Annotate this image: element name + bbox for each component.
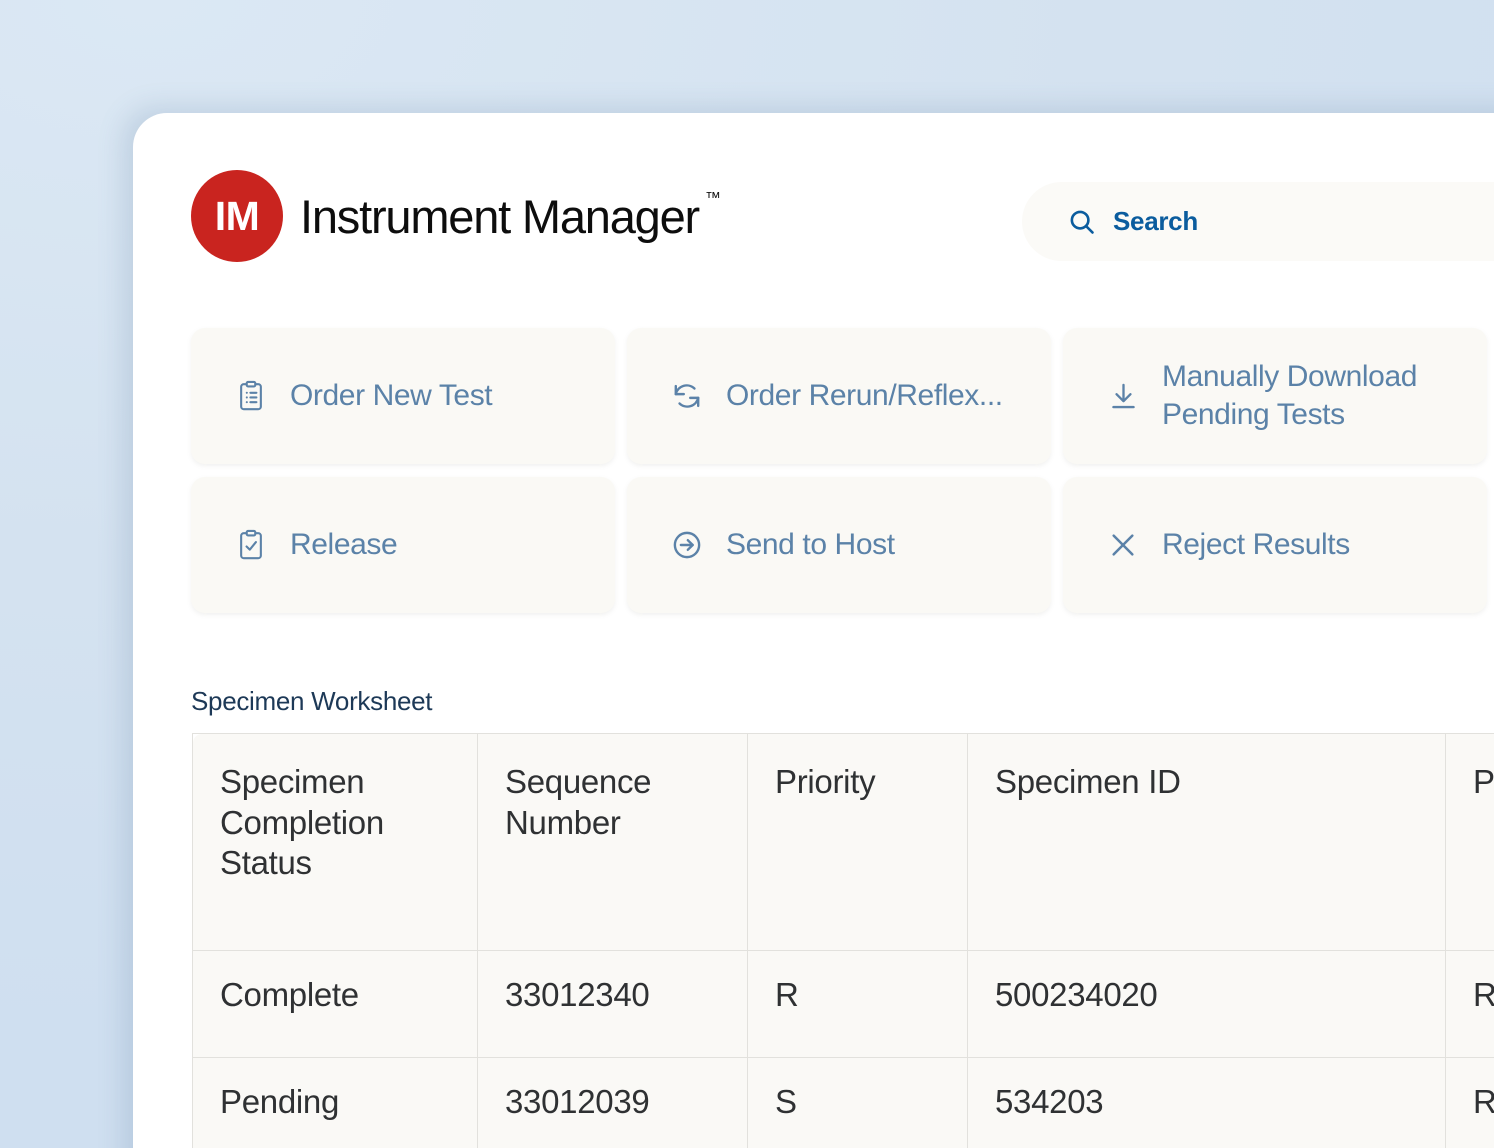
search-label: Search (1113, 206, 1198, 236)
action-card-order-new-test[interactable]: Order New Test (191, 328, 615, 464)
app-title-text: Instrument Manager (300, 189, 700, 243)
cell-clipped: R (1445, 950, 1494, 1058)
action-card-grid: Order New Test Order Rerun/Reflex... (191, 328, 1494, 613)
action-card-order-rerun-reflex[interactable]: Order Rerun/Reflex... (627, 328, 1051, 464)
cell-priority: S (747, 1057, 968, 1148)
app-panel: IM Instrument Manager ™ Search (133, 113, 1494, 1148)
search-icon (1067, 207, 1097, 237)
table-row[interactable]: Complete 33012340 R 500234020 R (192, 950, 1494, 1058)
specimen-worksheet-table-wrapper: Specimen Completion Status Sequence Numb… (192, 733, 1494, 1148)
brand-logo-icon: IM (191, 170, 283, 262)
clipboard-check-icon (234, 528, 268, 562)
worksheet-title: Specimen Worksheet (191, 686, 433, 716)
cell-clipped: R (1445, 1057, 1494, 1148)
brand-logo-initials: IM (214, 192, 260, 239)
column-header-sequence-number[interactable]: Sequence Number (477, 733, 748, 951)
column-header-clipped[interactable]: P (1445, 733, 1494, 951)
app-header: IM Instrument Manager ™ Search (133, 113, 1494, 313)
app-title: Instrument Manager ™ (300, 189, 721, 243)
action-card-label: Release (290, 528, 398, 562)
column-header-priority[interactable]: Priority (747, 733, 968, 951)
action-card-label: Order New Test (290, 379, 493, 413)
cell-specimen-id: 534203 (967, 1057, 1446, 1148)
arrow-right-circle-icon (670, 528, 704, 562)
specimen-worksheet-table: Specimen Completion Status Sequence Numb… (192, 733, 1494, 1148)
action-card-send-to-host[interactable]: Send to Host (627, 477, 1051, 613)
table-header-row: Specimen Completion Status Sequence Numb… (192, 733, 1494, 951)
action-card-label: Reject Results (1162, 528, 1350, 562)
table-row[interactable]: Pending 33012039 S 534203 R (192, 1057, 1494, 1148)
cell-specimen-id: 500234020 (967, 950, 1446, 1058)
cell-sequence-number: 33012039 (477, 1057, 748, 1148)
cell-sequence-number: 33012340 (477, 950, 748, 1058)
clipboard-list-icon (234, 379, 268, 413)
cell-specimen-completion-status: Complete (192, 950, 478, 1058)
action-card-manually-download-pending-tests[interactable]: Manually Download Pending Tests (1063, 328, 1487, 464)
action-card-reject-results[interactable]: Reject Results (1063, 477, 1487, 613)
action-card-label: Send to Host (726, 528, 895, 562)
action-card-release[interactable]: Release (191, 477, 615, 613)
brand: IM Instrument Manager ™ (191, 170, 721, 262)
cell-priority: R (747, 950, 968, 1058)
column-header-specimen-id[interactable]: Specimen ID (967, 733, 1446, 951)
action-card-label: Manually Download Pending Tests (1162, 360, 1418, 431)
cell-specimen-completion-status: Pending (192, 1057, 478, 1148)
refresh-rerun-icon (670, 379, 704, 413)
trademark-symbol: ™ (705, 189, 721, 207)
action-card-label: Order Rerun/Reflex... (726, 379, 1003, 413)
download-icon (1106, 379, 1140, 413)
column-header-specimen-completion-status[interactable]: Specimen Completion Status (192, 733, 478, 951)
search-input[interactable]: Search (1022, 182, 1494, 261)
close-x-icon (1106, 528, 1140, 562)
